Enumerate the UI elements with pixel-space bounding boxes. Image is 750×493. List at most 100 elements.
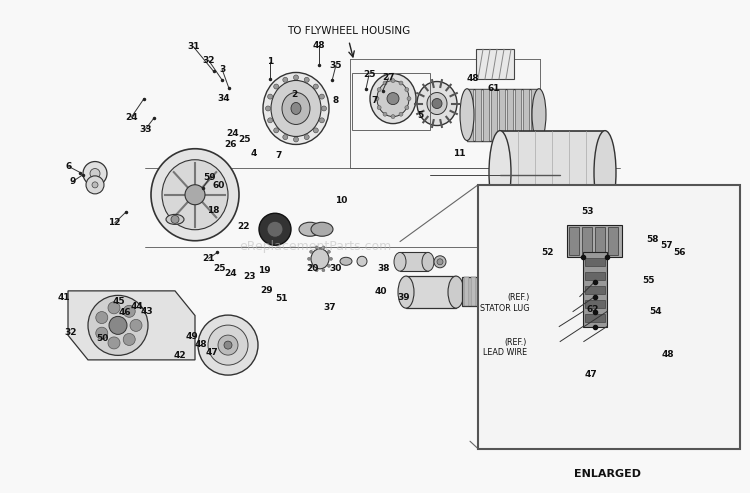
Circle shape [208, 325, 248, 365]
Bar [464, 277, 469, 306]
Bar [608, 226, 618, 254]
Circle shape [320, 118, 324, 123]
Circle shape [391, 78, 395, 83]
Ellipse shape [489, 131, 511, 214]
Ellipse shape [357, 256, 367, 266]
Circle shape [315, 269, 318, 272]
Circle shape [329, 257, 332, 260]
Circle shape [268, 118, 273, 123]
Text: 51: 51 [275, 294, 287, 303]
Circle shape [304, 77, 309, 82]
Text: 50: 50 [96, 334, 108, 343]
Ellipse shape [340, 257, 352, 265]
Bar [467, 89, 473, 141]
Text: 6: 6 [66, 162, 72, 171]
Bar [585, 257, 605, 266]
Bar [483, 89, 489, 141]
Text: 20: 20 [306, 264, 318, 273]
Text: 47: 47 [585, 370, 597, 379]
Bar [585, 314, 605, 321]
Bar [499, 89, 505, 141]
Ellipse shape [437, 259, 443, 265]
Ellipse shape [448, 276, 464, 308]
Circle shape [88, 295, 148, 355]
Circle shape [405, 88, 409, 92]
Circle shape [123, 305, 135, 317]
Circle shape [432, 99, 442, 108]
Circle shape [383, 81, 387, 85]
Circle shape [293, 75, 298, 80]
Text: 62: 62 [586, 305, 598, 314]
Circle shape [108, 302, 120, 314]
Text: 46: 46 [118, 308, 130, 317]
Circle shape [92, 182, 98, 188]
Bar [531, 89, 537, 141]
Text: 56: 56 [674, 248, 686, 257]
Text: 39: 39 [398, 293, 410, 302]
Bar [475, 89, 481, 141]
Ellipse shape [282, 93, 310, 124]
Circle shape [377, 88, 381, 92]
Text: 33: 33 [140, 125, 152, 134]
Text: 40: 40 [375, 287, 387, 296]
Text: 48: 48 [467, 74, 479, 83]
Text: TO FLYWHEEL HOUSING: TO FLYWHEEL HOUSING [287, 26, 410, 35]
Circle shape [405, 106, 409, 109]
Circle shape [315, 246, 318, 249]
Ellipse shape [532, 89, 546, 141]
Text: 45: 45 [112, 297, 125, 306]
Ellipse shape [291, 103, 301, 114]
Circle shape [109, 317, 127, 334]
Circle shape [293, 137, 298, 142]
Text: 55: 55 [643, 276, 655, 284]
Circle shape [90, 169, 100, 178]
Text: 3: 3 [219, 65, 225, 73]
Text: 8: 8 [332, 96, 338, 105]
Text: 27: 27 [382, 73, 394, 82]
Text: 2: 2 [291, 90, 297, 99]
Bar [515, 89, 521, 141]
Text: 5: 5 [417, 111, 423, 120]
Text: 32: 32 [202, 56, 214, 65]
Circle shape [407, 97, 411, 101]
Circle shape [96, 327, 108, 339]
Ellipse shape [460, 89, 474, 141]
Ellipse shape [398, 276, 414, 308]
Text: 59: 59 [204, 173, 216, 182]
Text: 12: 12 [109, 218, 121, 227]
Bar [400, 252, 428, 271]
Ellipse shape [162, 160, 228, 230]
Circle shape [96, 312, 108, 323]
Text: 42: 42 [174, 352, 186, 360]
Text: 11: 11 [454, 149, 466, 158]
Bar [569, 226, 579, 254]
Circle shape [130, 319, 142, 331]
Circle shape [375, 97, 379, 101]
Ellipse shape [434, 256, 446, 268]
Text: 43: 43 [141, 307, 153, 316]
Text: 24: 24 [125, 113, 137, 122]
Circle shape [224, 341, 232, 349]
Text: 18: 18 [207, 206, 219, 214]
Text: 32: 32 [64, 328, 76, 337]
Text: 24: 24 [225, 269, 237, 278]
Circle shape [198, 315, 258, 375]
Text: ENLARGED: ENLARGED [574, 469, 641, 479]
Ellipse shape [500, 277, 514, 306]
Ellipse shape [299, 222, 321, 236]
Circle shape [387, 93, 399, 105]
Text: 26: 26 [224, 141, 236, 149]
Text: 49: 49 [186, 332, 198, 341]
Ellipse shape [417, 81, 457, 126]
Circle shape [185, 185, 205, 205]
Text: 41: 41 [58, 293, 70, 302]
Circle shape [266, 106, 271, 111]
Bar [492, 277, 497, 306]
Circle shape [310, 264, 313, 267]
Ellipse shape [311, 222, 333, 236]
Circle shape [268, 94, 273, 99]
Circle shape [218, 335, 238, 355]
Bar [585, 272, 605, 280]
Bar [478, 185, 740, 449]
Text: 25: 25 [238, 135, 250, 143]
